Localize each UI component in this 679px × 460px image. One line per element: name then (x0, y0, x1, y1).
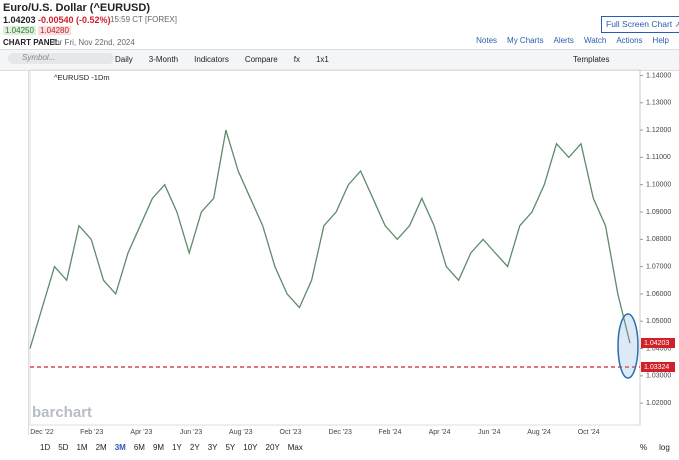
x-tick-label: Feb '23 (80, 429, 103, 436)
toolbar-items: Daily 3-Month Indicators Compare fx 1x1 (115, 55, 329, 64)
links: Notes My Charts Alerts Watch Actions Help (476, 36, 669, 45)
toolbar-item[interactable]: Compare (244, 55, 278, 64)
header-link[interactable]: Help (652, 36, 669, 45)
x-tick-label: Aug '23 (229, 429, 253, 436)
symbol-placeholder: Symbol... (22, 53, 56, 62)
toolbar-item[interactable]: 3-Month (148, 55, 179, 64)
fullscreen-button[interactable]: Full Screen Chart ↗ (601, 16, 679, 33)
x-tick-label: Aug '24 (527, 429, 551, 436)
range-button[interactable]: 20Y (265, 443, 280, 452)
range-button[interactable]: 3M (114, 443, 126, 452)
header-link[interactable]: Notes (476, 36, 498, 45)
range-buttons: 1D 5D 1M 2M 3M 6M 9M 1Y 2Y 3Y 5Y 10Y 20Y Max (40, 443, 303, 452)
y-tick-label: 1.09000 (646, 209, 671, 216)
x-tick-label: Oct '23 (280, 429, 302, 436)
y-tick-label: 1.13000 (646, 100, 671, 107)
header-link[interactable]: My Charts (507, 36, 544, 45)
x-tick-label: Dec '22 (30, 429, 54, 436)
price: 1.04203 (3, 15, 36, 25)
range-button[interactable]: 5Y (225, 443, 236, 452)
y-tick-label: 1.04000 (646, 345, 671, 352)
ask: 1.04280 (38, 26, 71, 35)
option[interactable]: log (659, 443, 670, 452)
option[interactable]: % (640, 443, 648, 452)
y-tick-label: 1.11000 (646, 154, 671, 161)
x-tick-label: Jun '23 (180, 429, 202, 436)
range-button[interactable]: 1D (40, 443, 51, 452)
symbol-input[interactable]: Symbol... (8, 53, 114, 64)
y-tick-label: 1.05000 (646, 318, 671, 325)
last-price-badge (641, 337, 675, 348)
x-tick-label: Apr '23 (130, 429, 152, 436)
y-tick-label: 1.10000 (646, 182, 671, 189)
y-tick-label: 1.03000 (646, 373, 671, 380)
templates[interactable]: Templates (573, 55, 610, 64)
plot-area (29, 69, 641, 426)
header-link[interactable]: Actions (616, 36, 643, 45)
range-button[interactable]: 9M (152, 443, 165, 452)
drawing-tools (0, 70, 29, 435)
range-button[interactable]: Max (287, 443, 303, 452)
range-button[interactable]: 1M (76, 443, 88, 452)
range-button[interactable]: 2Y (189, 443, 200, 452)
highlight (617, 313, 639, 379)
range-button[interactable]: 6M (133, 443, 145, 452)
last-price-label: 1.04203 (644, 340, 669, 347)
toolbar-item[interactable]: Indicators (194, 55, 229, 64)
range-button[interactable]: 1Y (172, 443, 182, 452)
level-badge (641, 361, 675, 372)
y-tick-label: 1.12000 (646, 127, 671, 134)
toolbar-item[interactable]: Daily (115, 55, 133, 64)
range-button[interactable]: 2M (95, 443, 107, 452)
range-button[interactable]: 10Y (243, 443, 258, 452)
y-tick-label: 1.06000 (646, 291, 671, 298)
header-link[interactable]: Watch (583, 36, 607, 45)
change: -0.00540 (-0.52%) (38, 15, 111, 25)
x-tick-label: Apr '24 (429, 429, 451, 436)
toolbar-item[interactable]: fx (293, 55, 300, 64)
options: % log (640, 443, 670, 452)
x-tick-label: Dec '23 (328, 429, 352, 436)
y-tick-label: 1.07000 (646, 263, 671, 270)
x-tick-label: Jun '24 (478, 429, 500, 436)
legend: ^EURUSD -1Dm (54, 73, 110, 82)
panel-date: for Fri, Nov 22nd, 2024 (53, 38, 135, 47)
range-button[interactable]: 3Y (207, 443, 218, 452)
watermark: barchart (32, 404, 92, 421)
range-button[interactable]: 5D (58, 443, 69, 452)
bid: 1.04250 (3, 26, 36, 35)
time: 15:59 CT [FOREX] (110, 15, 177, 24)
x-tick-label: Feb '24 (378, 429, 401, 436)
price-line (29, 129, 631, 349)
level-label: 1.03324 (644, 364, 669, 371)
x-tick-label: Oct '24 (578, 429, 600, 436)
panel: CHART PANEL (3, 38, 60, 47)
y-tick-label: 1.02000 (646, 400, 671, 407)
toolbar-item[interactable]: 1x1 (315, 55, 329, 64)
y-tick-label: 1.14000 (646, 72, 671, 79)
title: Euro/U.S. Dollar (^EURUSD) (3, 2, 150, 14)
header-link[interactable]: Alerts (553, 36, 574, 45)
fullscreen-label: Full Screen Chart (606, 19, 673, 29)
y-tick-label: 1.08000 (646, 236, 671, 243)
